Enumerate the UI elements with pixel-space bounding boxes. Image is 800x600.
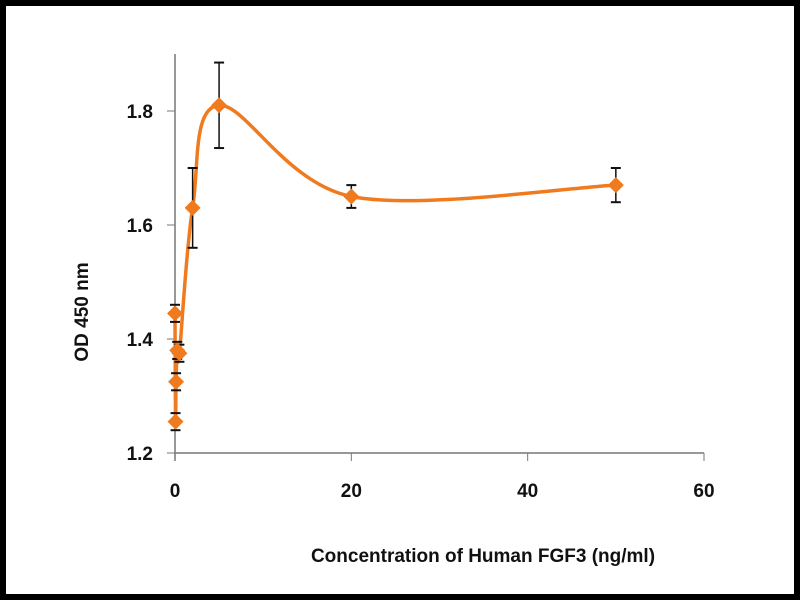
y-tick-label: 1.6 [127, 216, 153, 237]
data-point [343, 188, 360, 205]
y-tick-label: 1.4 [127, 330, 154, 351]
x-tick-label: 40 [517, 481, 538, 502]
y-tick-label: 1.2 [127, 444, 153, 465]
data-point [168, 373, 185, 390]
chart: 0 20 40 60 1.2 1.4 1.6 1.8 Concentration of Hum… [72, 54, 715, 567]
y-axis-label: OD 450 nm [72, 262, 93, 361]
data-point [607, 177, 624, 194]
data-point [184, 199, 201, 216]
x-tick-label: 0 [170, 481, 181, 502]
data-point [167, 305, 183, 322]
data-point [167, 413, 184, 430]
x-axis-label: Concentration of Human FGF3 (ng/ml) [311, 546, 655, 567]
data-point [171, 345, 188, 362]
data-point [211, 97, 228, 114]
series-line [173, 103, 616, 426]
y-tick-label: 1.8 [127, 102, 153, 123]
x-tick-label: 60 [693, 481, 714, 502]
chart-frame: 0 20 40 60 1.2 1.4 1.6 1.8 Concentration of Hum… [6, 6, 794, 594]
x-tick-label: 20 [341, 481, 362, 502]
